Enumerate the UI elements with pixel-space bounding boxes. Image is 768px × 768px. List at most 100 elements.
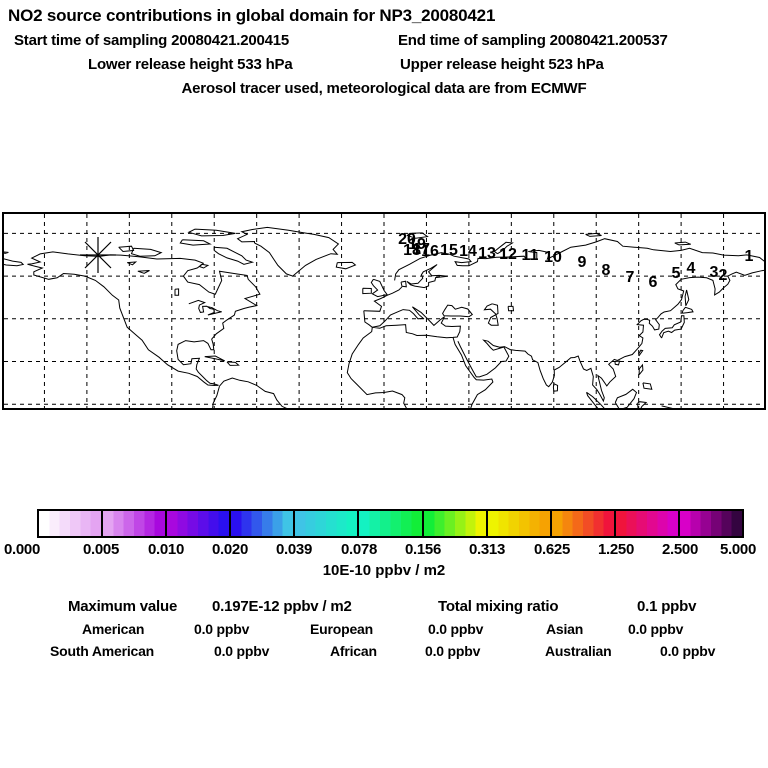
coastline [127,261,138,266]
coastline [614,360,621,366]
colorbar-tick-label: 0.156 [404,541,442,558]
coastline [674,241,691,246]
trajectory-day-label: 9 [578,254,587,271]
coastline [552,383,559,392]
colorbar [37,509,744,538]
coastline [179,239,212,246]
coastline [176,262,261,386]
coastline [213,246,255,265]
coastline [226,361,240,366]
region-value: 0.0 ppbv [194,621,250,637]
coastline [642,382,653,390]
colorbar-tick-label: 0.020 [211,541,249,558]
coastline [204,355,226,362]
total-mixing-ratio-value: 0.1 ppbv [637,598,697,615]
colorbar-tick-label: 0.078 [340,541,378,558]
coastline [372,306,461,339]
coastline [394,238,764,281]
coastline [346,310,407,408]
colorbar-segment [357,511,422,536]
colorbar-segment [485,511,550,536]
coastline [406,264,448,289]
colorbar-segment [421,511,486,536]
trajectory-day-label: 20 [398,231,416,248]
colorbar-segment [613,511,678,536]
trajectory-day-label: 19 [408,236,426,253]
trajectory-day-label: 13 [478,245,496,262]
trajectory-day-label: 12 [499,246,517,263]
colorbar-segment [293,511,358,536]
colorbar-tick-label: 0.039 [275,541,313,558]
coastline [681,306,694,314]
colorbar-segment [39,511,102,536]
coastline [406,232,429,239]
max-value-label: Maximum value [68,598,178,615]
coastline [219,377,287,408]
coastline [614,388,638,408]
coastline [442,304,474,318]
sampling-end-text: End time of sampling 20080421.200537 [398,32,668,49]
trajectory-day-label: 3 [710,264,719,281]
trajectory-day-label: 1 [745,248,754,265]
coastline [4,258,25,267]
trajectory-day-label: 14 [459,243,477,260]
trajectory-day-label: 10 [544,249,562,266]
colorbar-segment [165,511,230,536]
coastline [362,287,372,295]
colorbar-tick-label: 0.005 [82,541,120,558]
release-point-icon [80,237,116,273]
coastline [187,228,236,237]
trajectory-day-label: 16 [421,243,439,260]
colorbar-tick-label: 0.000 [3,541,41,558]
coastline [684,289,690,307]
region-name: Asian [546,621,584,637]
region-name: Australian [545,643,612,659]
colorbar-segment [101,511,166,536]
trajectory-day-label: 5 [672,265,681,282]
coastline [130,247,163,257]
colorbar-tick-label: 2.500 [661,541,699,558]
world-map: 1 2 3 4 5 6 7 8 9 10 11 12 13 14 15 16 17 18 19 20 [2,212,766,410]
coastline [452,337,494,408]
trajectory-day-label: 7 [626,269,635,286]
sampling-start-text: Start time of sampling 20080421.200415 [14,32,290,49]
trajectory-day-label: 6 [649,274,658,291]
region-name: African [330,643,377,659]
coastline [4,251,9,254]
region-name: European [310,621,373,637]
colorbar-tick-label: 1.250 [597,541,635,558]
coastline [483,303,499,326]
coastline [363,286,403,312]
coastline [658,315,685,339]
coastline [174,288,180,296]
coastline [137,270,150,274]
region-value: 0.0 ppbv [425,643,481,659]
region-name: South American [50,643,155,659]
trajectory-day-label: 11 [522,247,539,264]
coastline [212,385,220,408]
coastline [638,349,644,357]
colorbar-segment [229,511,294,536]
trajectory-day-label: 15 [440,242,458,259]
region-name: American [82,621,145,637]
colorbar-unit-caption: 10E-10 ppbv / m2 [322,562,446,579]
tracer-note: Aerosol tracer used, meteorological data… [181,80,587,97]
trajectory-day-label: 8 [602,262,611,279]
colorbar-tick-label: 5.000 [719,541,757,558]
colorbar-tick-label: 0.313 [468,541,506,558]
max-value: 0.197E-12 ppbv / m2 [212,598,352,615]
coastline [335,261,357,270]
release-upper-text: Upper release height 523 hPa [400,56,604,73]
coastline [586,391,605,408]
coastline [507,305,515,312]
coastline [585,232,602,237]
region-value: 0.0 ppbv [428,621,484,637]
trajectory-day-label: 17 [412,241,430,258]
trajectory-day-label: 2 [719,267,728,284]
coastline [198,263,210,269]
colorbar-segment [549,511,614,536]
page-title: NO2 source contributions in global domai… [8,6,496,25]
coastline [638,363,644,376]
region-value: 0.0 ppbv [660,643,716,659]
coastline [188,299,222,316]
